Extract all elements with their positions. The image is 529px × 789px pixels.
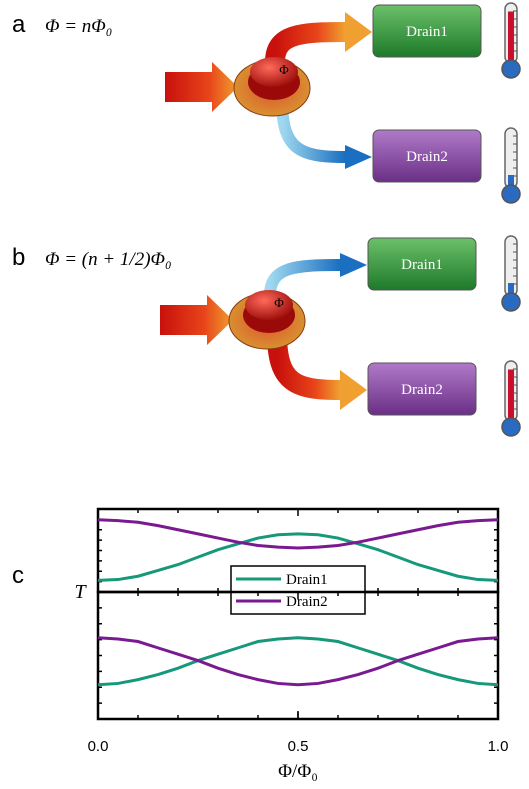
drain-label: Drain2	[401, 382, 443, 398]
series-line	[98, 638, 498, 685]
arrowhead-bottom	[345, 145, 372, 169]
input-arrow	[165, 62, 238, 112]
x-axis-label: Φ/Φ₀	[278, 761, 318, 782]
panel-label: c	[12, 562, 24, 589]
arrow-top	[270, 265, 340, 295]
drain-label: Drain1	[401, 257, 443, 273]
arrow-top	[275, 32, 345, 62]
legend-label: Drain2	[286, 594, 328, 610]
x-tick-label: 0.0	[88, 738, 109, 755]
x-tick-label: 0.5	[288, 738, 309, 755]
arrowhead-top	[340, 253, 367, 277]
knob-label: Φ	[274, 295, 284, 310]
equation: Φ = (n + 1/2)Φ₀	[45, 249, 172, 270]
thermometer-bulb	[502, 185, 520, 203]
knob-top	[250, 57, 298, 87]
diagram-panel: a Φ = nΦ₀ Φ Drain1 Drain2	[12, 3, 520, 203]
panel-label: b	[12, 244, 25, 271]
y-axis-label: T	[74, 581, 87, 603]
arrowhead-bottom	[340, 370, 367, 410]
series-line	[98, 638, 498, 685]
input-arrow	[160, 295, 233, 345]
knob-label: Φ	[279, 62, 289, 77]
panel-label: a	[12, 11, 26, 38]
thermometer-bulb	[502, 60, 520, 78]
drain-label: Drain1	[406, 24, 448, 40]
x-tick-label: 1.0	[488, 738, 509, 755]
arrowhead-top	[345, 12, 372, 52]
drain-label: Drain2	[406, 149, 448, 165]
figure: a Φ = nΦ₀ Φ Drain1 Drain2 b Φ = (n + 1/2)Φ₀ Φ Dr…	[0, 0, 529, 789]
thermometer-bulb	[502, 293, 520, 311]
equation: Φ = nΦ₀	[45, 16, 112, 37]
knob-top	[245, 290, 293, 320]
legend-label: Drain1	[286, 572, 328, 588]
thermometer-bulb	[502, 418, 520, 436]
diagram-panel: b Φ = (n + 1/2)Φ₀ Φ Drain1 Drain2	[12, 236, 520, 436]
